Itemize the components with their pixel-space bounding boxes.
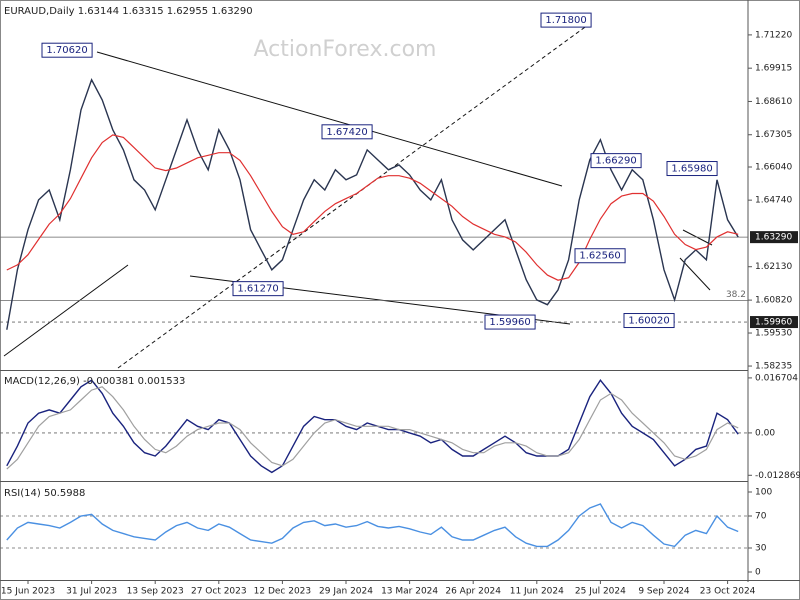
annotation-box [540,12,592,28]
y-tick-label: -0.012869 [755,471,800,481]
annotation-label: 1.59960 [489,317,530,328]
annotation-box [232,281,284,297]
annotation-label: 1.61270 [237,284,278,295]
y-tick-label: 1.67305 [755,130,792,140]
x-tick-label: 12 Dec 2023 [254,587,312,597]
x-tick-label: 13 Sep 2023 [127,587,184,597]
trend-line [96,51,563,187]
y-tick-label: 1.66040 [755,163,792,173]
annotation-box [41,42,93,58]
annotation-label: 1.60020 [628,316,669,327]
series-line [6,503,739,548]
y-tick-label: 1.58235 [755,362,792,372]
level-label: 38.2 [726,290,746,300]
x-tick-label: 15 Jun 2023 [1,587,55,597]
price-tag-label: 1.59960 [755,318,792,328]
panel-title: EURAUD,Daily 1.63144 1.63315 1.62955 1.6… [4,6,253,17]
watermark: ActionForex.com [254,37,437,62]
annotation-label: 1.62560 [579,251,620,262]
y-tick-label: 1.68610 [755,97,792,107]
x-tick-label: 13 Mar 2024 [381,587,438,597]
series-line [6,379,739,474]
series-line [6,134,739,281]
y-tick-label: 1.59530 [755,329,792,339]
x-tick-label: 11 Jun 2024 [510,587,564,597]
annotation-label: 1.71800 [545,15,586,26]
x-tick-label: 27 Oct 2023 [191,587,247,597]
x-tick-label: 31 Jul 2023 [66,587,117,597]
panel-title: MACD(12,26,9) -0.000381 0.001533 [4,376,185,387]
annotation-label: 1.66290 [595,156,636,167]
annotation-label: 1.65980 [671,164,712,175]
x-tick-label: 9 Sep 2024 [638,587,690,597]
y-tick-label: 1.69915 [755,64,792,74]
annotation-label: 1.70620 [46,45,87,56]
x-tick-label: 29 Jan 2024 [319,587,373,597]
x-tick-label: 26 Apr 2024 [445,587,501,597]
y-tick-label: 70 [755,512,767,522]
annotation-box [623,313,675,329]
trend-line [3,264,129,357]
annotation-box [666,161,718,177]
series-line [6,386,739,470]
y-tick-label: 100 [755,488,772,498]
annotation-label: 1.67420 [326,127,367,138]
series-line [6,78,739,330]
x-tick-label: 23 Oct 2024 [700,587,756,597]
price-tag [750,231,798,244]
y-tick-label: 1.60820 [755,296,792,306]
y-tick-label: 1.71220 [755,30,792,40]
x-tick-label: 25 Jul 2024 [575,587,626,597]
annotation-box [574,248,626,264]
panel-title: RSI(14) 50.5988 [4,488,85,499]
y-tick-label: 0.016704 [755,373,798,383]
annotation-box [484,314,536,330]
y-tick-label: 0.00 [755,428,775,438]
annotation-box [321,124,373,140]
y-tick-label: 1.62130 [755,262,792,272]
price-tag-label: 1.63290 [755,233,792,243]
annotation-box [590,153,642,169]
y-tick-label: 1.64740 [755,196,792,206]
y-tick-label: 30 [755,544,767,554]
y-tick-label: 0 [755,568,761,578]
trend-line [679,257,711,291]
price-tag [750,316,798,329]
